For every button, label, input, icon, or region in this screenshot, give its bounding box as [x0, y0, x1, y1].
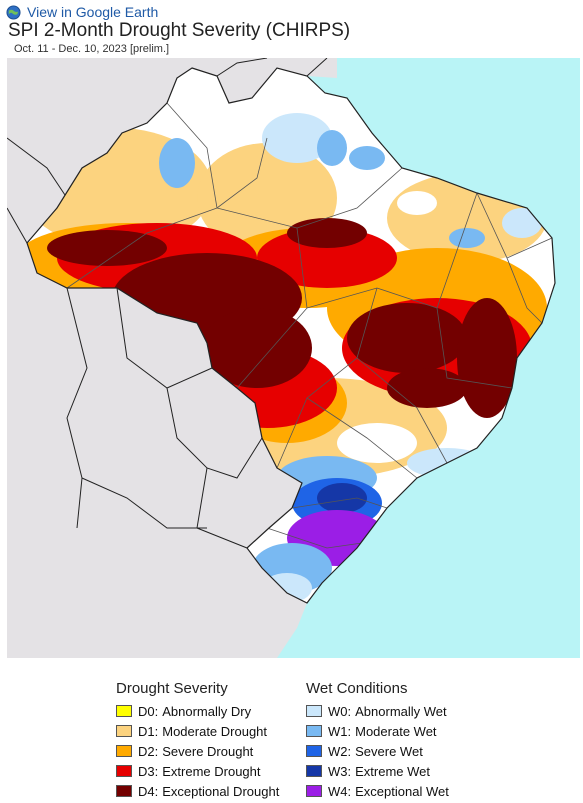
legend-swatch — [116, 725, 132, 737]
drought-map-svg — [7, 58, 580, 658]
neighbor-land — [7, 58, 337, 658]
legend-swatch — [306, 725, 322, 737]
legend-swatch — [306, 745, 322, 757]
legend-item-d3: D3: Extreme Drought — [116, 761, 279, 781]
legend-item-d2: D2: Severe Drought — [116, 741, 279, 761]
legend-code: D0: — [138, 703, 159, 719]
legend-wet-items: W0: Abnormally Wet W1: Moderate Wet W2: Sever… — [306, 701, 449, 801]
legend-code: D3: — [138, 763, 159, 779]
legend-label: Severe Drought — [162, 743, 254, 759]
globe-icon — [6, 4, 21, 20]
legend-label: Extreme Drought — [162, 763, 261, 779]
legend-swatch — [116, 785, 132, 797]
legend-wet: Wet Conditions W0: Abnormally Wet W1: Moder… — [306, 680, 449, 801]
legend-label: Abnormally Wet — [355, 703, 447, 719]
legend-label: Exceptional Wet — [355, 783, 449, 799]
legend-code: W4: — [328, 783, 352, 799]
legend-swatch — [306, 765, 322, 777]
legend-drought-title: Drought Severity — [116, 680, 228, 697]
map-subtitle: Oct. 11 - Dec. 10, 2023 [prelim.] — [14, 43, 170, 55]
legend-label: Exceptional Drought — [162, 783, 280, 799]
legend-item-w1: W1: Moderate Wet — [306, 721, 449, 741]
state-borders — [66, 102, 553, 549]
map-title: SPI 2-Month Drought Severity (CHIRPS) — [8, 20, 351, 41]
legend-drought-items: D0: Abnormally Dry D1: Moderate Drought D2: S… — [116, 701, 279, 801]
legend-item-d1: D1: Moderate Drought — [116, 721, 279, 741]
legend-swatch — [116, 705, 132, 717]
legend-label: Extreme Wet — [355, 763, 431, 779]
legend-wet-title: Wet Conditions — [306, 680, 408, 697]
drought-map — [7, 58, 580, 658]
legend-swatch — [116, 745, 132, 757]
legend-code: D4: — [138, 783, 159, 799]
country-borders — [7, 58, 328, 549]
legend-item-w3: W3: Extreme Wet — [306, 761, 449, 781]
legend-item-w0: W0: Abnormally Wet — [306, 701, 449, 721]
legend-swatch — [116, 765, 132, 777]
legend-code: W3: — [328, 763, 352, 779]
legend-code: D1: — [138, 723, 159, 739]
legend-label: Moderate Drought — [162, 723, 268, 739]
legend-code: D2: — [138, 743, 159, 759]
legend-item-w2: W2: Severe Wet — [306, 741, 449, 761]
legend-swatch — [306, 785, 322, 797]
google-earth-link-label: View in Google Earth — [27, 4, 159, 20]
legend-code: W0: — [328, 703, 352, 719]
legend-code: W1: — [328, 723, 352, 739]
legend-drought: Drought Severity D0: Abnormally Dry D1: Mod… — [116, 680, 279, 801]
legend-label: Abnormally Dry — [162, 703, 252, 719]
google-earth-link[interactable]: View in Google Earth — [6, 3, 158, 21]
legend-label: Severe Wet — [355, 743, 423, 759]
legend-swatch — [306, 705, 322, 717]
legend-code: W2: — [328, 743, 352, 759]
legend-item-d4: D4: Exceptional Drought — [116, 781, 279, 801]
legend-item-w4: W4: Exceptional Wet — [306, 781, 449, 801]
legend-item-d0: D0: Abnormally Dry — [116, 701, 279, 721]
legend-label: Moderate Wet — [355, 723, 437, 739]
